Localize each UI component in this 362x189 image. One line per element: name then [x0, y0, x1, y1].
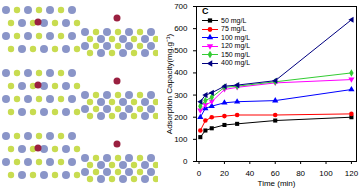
svg-text:100: 100: [174, 135, 188, 144]
svg-text:0: 0: [197, 169, 202, 178]
html-text:400 mg/L: 400 mg/L: [221, 59, 251, 66]
html-text:75 mg/L: 75 mg/L: [221, 25, 247, 32]
svg-text:100: 100: [319, 169, 333, 178]
html-text:120 mg/L: 120 mg/L: [221, 42, 251, 49]
svg-text:0: 0: [183, 157, 188, 166]
svg-text:700: 700: [174, 2, 188, 11]
svg-text:Time (min): Time (min): [258, 179, 296, 188]
svg-text:Adsorption Capacity(mg.g⁻¹): Adsorption Capacity(mg.g⁻¹): [165, 33, 174, 134]
svg-text:80: 80: [296, 169, 305, 178]
svg-text:120: 120: [345, 169, 359, 178]
svg-text:400: 400: [174, 68, 188, 77]
svg-text:500: 500: [174, 46, 188, 55]
html-text:150 mg/L: 150 mg/L: [221, 50, 251, 58]
svg-text:600: 600: [174, 24, 188, 33]
svg-text:200: 200: [174, 113, 188, 122]
svg-text:20: 20: [220, 169, 229, 178]
html-text:50 mg/L: 50 mg/L: [221, 16, 247, 24]
svg-text:60: 60: [271, 169, 280, 178]
svg-text:40: 40: [245, 169, 254, 178]
html-text:100 mg/L: 100 mg/L: [221, 33, 251, 41]
svg-text:300: 300: [174, 91, 188, 100]
html-text:C: C: [202, 6, 209, 16]
